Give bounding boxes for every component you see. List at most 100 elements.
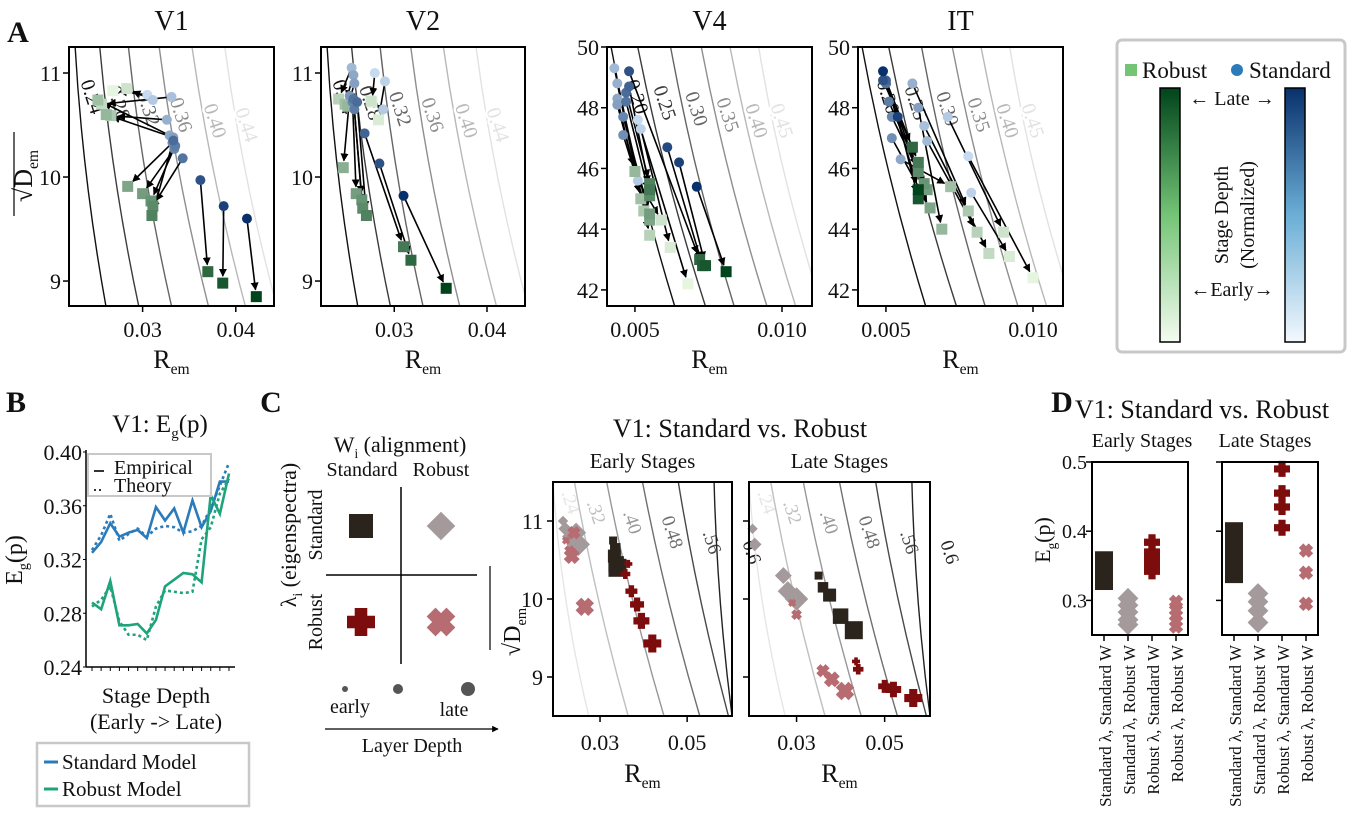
robust-point [365, 95, 377, 107]
category-label: Standard λ, Robust W [1120, 644, 1139, 795]
y-tick-label: 50 [577, 35, 599, 60]
subplot-title: Early Stages [1092, 430, 1193, 452]
label-main: √D [500, 626, 526, 657]
category-label: Standard λ, Robust W [1250, 644, 1269, 795]
robust-point [337, 162, 349, 174]
shift-arrow [218, 206, 227, 277]
contour-line [758, 46, 813, 276]
point-rob-robW [835, 681, 855, 701]
standard-point [612, 99, 623, 110]
point-category-3 [1144, 534, 1160, 551]
robust-legend-label: Robust [1142, 58, 1208, 83]
standard-point [241, 213, 252, 224]
contour-line [127, 46, 173, 307]
scatter-plot-v4: V4 0.200.25 0.30 0.350.400.45 0.005 0.010 42 44… [577, 6, 813, 378]
point-rob-robW [563, 548, 580, 565]
plot-title: IT [947, 6, 973, 37]
contour-line [911, 481, 931, 717]
plot-title: V1: Standard vs. Robust [613, 414, 868, 443]
point-category-3 [1274, 519, 1290, 536]
y-tick-label: 46 [577, 156, 599, 181]
standard-point [635, 123, 646, 134]
point-rob-robW-shape [561, 536, 571, 545]
standard-point [348, 70, 359, 81]
point-rob-robW-shape [835, 681, 855, 701]
subplot-title: Late Stages [791, 449, 888, 473]
robust-point [146, 210, 158, 222]
contour-label: 0.36 [416, 95, 448, 135]
point-std-robW [774, 567, 792, 585]
contour-label: .32 [778, 498, 805, 527]
point-category-1 [1225, 522, 1243, 541]
point-category-4-shape [1298, 596, 1314, 612]
point-rob-robW-shape [567, 526, 581, 540]
standard-point [878, 66, 888, 77]
contour-line [637, 46, 707, 307]
label-subscript: em [171, 361, 190, 378]
contour-label: 0.40 [199, 101, 231, 141]
robust-point [682, 278, 694, 290]
point-rob-robW-shape [575, 597, 595, 617]
label-subscript: em [839, 775, 858, 792]
col-standard-label: Standard [326, 459, 397, 481]
robust-point [398, 241, 410, 253]
point-category-1 [1095, 551, 1113, 570]
label-tail: (alignment) [358, 432, 466, 457]
robust-point [360, 210, 372, 222]
shift-arrow [911, 83, 967, 206]
y-tick-label: 0.3 [1062, 590, 1087, 612]
robust-point [372, 114, 384, 126]
plot-title: V1 [154, 6, 188, 37]
model-legend-box [35, 741, 251, 808]
contour-line [442, 46, 498, 307]
x-axis-label: Rem [821, 759, 857, 792]
standard-depth-colorbar [1284, 87, 1306, 343]
depth-sub-label: (Normalized) [1237, 161, 1259, 269]
standard-point [349, 78, 360, 89]
category-label: Standard λ, Standard W [1096, 644, 1115, 807]
point-rob-stdW [625, 585, 638, 598]
w-alignment-label: Wi (alignment) [334, 432, 467, 461]
robust-depth-colorbar [1159, 87, 1181, 343]
contour-line [713, 481, 733, 717]
y-tick-label: 50 [828, 35, 850, 60]
label-tail: (p) [1030, 517, 1055, 543]
category-label: Robust λ, Standard W [1144, 644, 1163, 795]
robust-point [936, 223, 948, 235]
point-category-4 [1298, 543, 1314, 558]
shift-arrow [356, 102, 370, 210]
standard-point [632, 114, 643, 125]
point-std-std [817, 582, 829, 593]
point-rob-stdW [904, 689, 923, 708]
contour-label: .40 [618, 508, 645, 537]
robust-point [405, 254, 417, 266]
scatter-plot-v1: V1 0.240.280.32 0.36 0.40 0.44 0.03 0.04 9 10 11 R… [9, 6, 275, 378]
robust-point [217, 277, 229, 289]
standard-point [618, 111, 629, 122]
series-line-standard-empirical [91, 480, 229, 554]
standard-point [919, 120, 930, 131]
late-size-dot [461, 682, 475, 696]
contour-line [700, 46, 768, 307]
point-rob-robW-shape [791, 609, 802, 620]
x-tick-label: 0.010 [757, 317, 807, 342]
standard-legend-label: Standard [1249, 58, 1331, 83]
point-rob-robW [823, 671, 840, 688]
contour-label: 0.35 [963, 95, 995, 135]
robust-point [945, 181, 957, 193]
point-rob-robW [575, 597, 595, 617]
robust-point [635, 193, 647, 205]
early-size-dot [342, 686, 348, 692]
axes-frame [552, 481, 733, 717]
standard-point [674, 157, 685, 168]
y-tick-label: 48 [828, 96, 850, 121]
y-tick-label: 42 [577, 278, 599, 303]
panel-letter-b: B [6, 386, 26, 419]
x-tick-label: 0.05 [668, 730, 707, 755]
point-category-2 [1117, 587, 1139, 609]
y-tick-label: 42 [828, 278, 850, 303]
y-tick-label: 9 [532, 665, 543, 690]
standard-point [195, 175, 206, 186]
